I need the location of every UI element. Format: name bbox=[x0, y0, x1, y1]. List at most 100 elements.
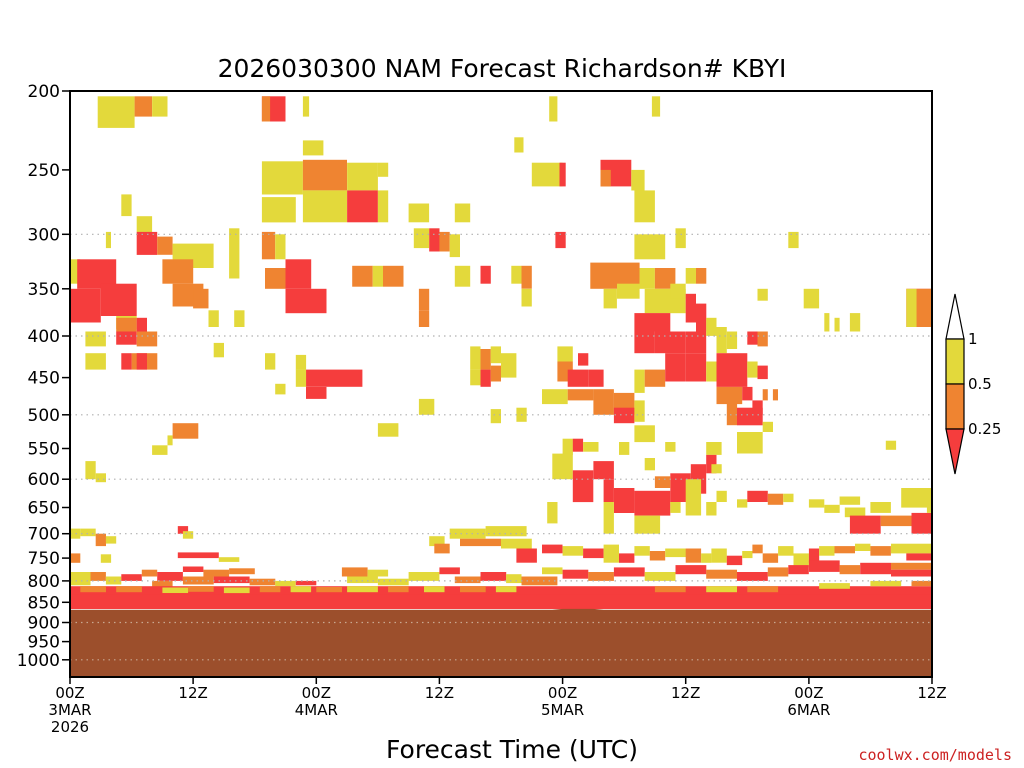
y-tick-label: 600 bbox=[28, 470, 60, 490]
ri-cell bbox=[234, 310, 245, 327]
ri-cell bbox=[603, 544, 619, 563]
ri-cell bbox=[275, 383, 286, 395]
ri-cell bbox=[265, 268, 286, 289]
colorbar: 1 0.5 0.25 bbox=[945, 293, 1001, 475]
plot-frame bbox=[69, 90, 933, 678]
ri-cell bbox=[675, 565, 707, 575]
ri-cell bbox=[460, 538, 501, 547]
ri-cell bbox=[229, 568, 255, 575]
ri-cell bbox=[470, 346, 481, 370]
ri-cell bbox=[634, 190, 655, 223]
ri-cell bbox=[783, 493, 794, 503]
ri-cell bbox=[429, 228, 440, 252]
y-tick-label: 750 bbox=[28, 549, 60, 569]
ri-cell bbox=[480, 572, 507, 581]
ri-cell bbox=[819, 583, 850, 589]
ri-cell bbox=[480, 349, 491, 370]
ri-cell bbox=[793, 553, 809, 568]
ri-cell bbox=[377, 162, 389, 177]
ri-cell bbox=[177, 552, 219, 559]
ri-cell bbox=[121, 194, 132, 217]
ri-cell bbox=[844, 507, 866, 518]
ri-cell bbox=[600, 169, 611, 187]
ri-cell bbox=[516, 548, 537, 563]
ri-cell bbox=[285, 259, 312, 289]
ri-cell bbox=[757, 288, 768, 301]
ri-cell bbox=[631, 169, 645, 191]
ri-cell bbox=[593, 461, 614, 480]
ri-cell bbox=[742, 551, 753, 559]
ri-cell bbox=[439, 567, 460, 575]
ri-cell bbox=[136, 216, 153, 232]
ri-cell bbox=[583, 548, 604, 559]
ri-cell bbox=[639, 268, 655, 289]
ri-cell bbox=[808, 560, 840, 572]
ri-cell bbox=[665, 353, 686, 382]
ri-cell bbox=[654, 586, 686, 593]
ri-cell bbox=[906, 288, 917, 327]
ri-cell bbox=[377, 190, 389, 223]
ri-cell bbox=[819, 546, 835, 556]
ri-cell bbox=[347, 162, 378, 191]
ri-cell bbox=[788, 565, 809, 575]
ri-cell bbox=[454, 203, 471, 223]
ri-cell bbox=[617, 283, 640, 299]
ri-cell bbox=[911, 580, 932, 587]
x-tick-label: 5MAR bbox=[541, 701, 584, 719]
y-tick-label: 550 bbox=[28, 440, 60, 460]
ri-cell bbox=[675, 228, 686, 249]
ri-cell bbox=[767, 493, 784, 505]
ri-cell bbox=[105, 536, 117, 544]
ri-cell bbox=[70, 572, 91, 586]
ri-cell bbox=[439, 231, 450, 252]
x-tick-label: 12Z bbox=[917, 684, 946, 702]
ri-cell bbox=[772, 389, 778, 401]
ri-cell bbox=[634, 234, 666, 260]
ri-cell bbox=[670, 502, 681, 513]
ri-cell bbox=[100, 554, 112, 563]
ri-cell bbox=[926, 502, 932, 513]
ri-cell bbox=[136, 317, 147, 332]
ri-cell bbox=[549, 96, 558, 122]
ri-cell bbox=[891, 562, 932, 570]
ri-cell bbox=[711, 464, 722, 474]
ri-cell bbox=[295, 354, 307, 370]
ri-cell bbox=[542, 389, 568, 405]
ri-cell bbox=[152, 445, 168, 455]
ri-cell bbox=[634, 313, 671, 332]
ri-cell bbox=[870, 546, 891, 556]
ri-cell bbox=[803, 288, 820, 309]
ri-cell bbox=[726, 331, 738, 349]
ri-cell bbox=[634, 546, 650, 556]
ri-cell bbox=[567, 369, 589, 387]
ri-cell bbox=[490, 365, 501, 382]
ri-cell bbox=[116, 317, 137, 332]
ri-cell bbox=[341, 567, 368, 577]
ri-cell bbox=[531, 162, 563, 187]
x-tick-label: 12Z bbox=[671, 684, 700, 702]
ri-cell bbox=[613, 567, 645, 577]
ri-cell bbox=[80, 528, 96, 537]
ri-cell bbox=[485, 526, 527, 537]
ri-cell bbox=[177, 526, 189, 534]
ri-cell bbox=[514, 137, 524, 153]
ri-cell bbox=[706, 442, 722, 455]
ri-cell bbox=[716, 386, 743, 405]
ri-cell bbox=[261, 197, 296, 223]
ri-cell bbox=[413, 228, 430, 249]
ri-cell bbox=[619, 553, 635, 563]
y-tick-label: 800 bbox=[28, 572, 60, 592]
ri-cell bbox=[752, 400, 763, 415]
ri-cell bbox=[619, 442, 630, 455]
ri-cell bbox=[182, 531, 194, 539]
ri-cell bbox=[593, 389, 614, 405]
ri-cell bbox=[634, 425, 655, 443]
ri-cell bbox=[634, 490, 671, 516]
y-tick-label: 200 bbox=[28, 82, 60, 102]
x-tick-label: 00Z bbox=[55, 684, 84, 702]
ri-cell bbox=[501, 538, 532, 549]
ri-cell bbox=[70, 593, 932, 595]
ri-cell bbox=[116, 586, 142, 593]
ri-cell bbox=[654, 476, 671, 488]
colorbar-label: 0.5 bbox=[968, 375, 992, 393]
